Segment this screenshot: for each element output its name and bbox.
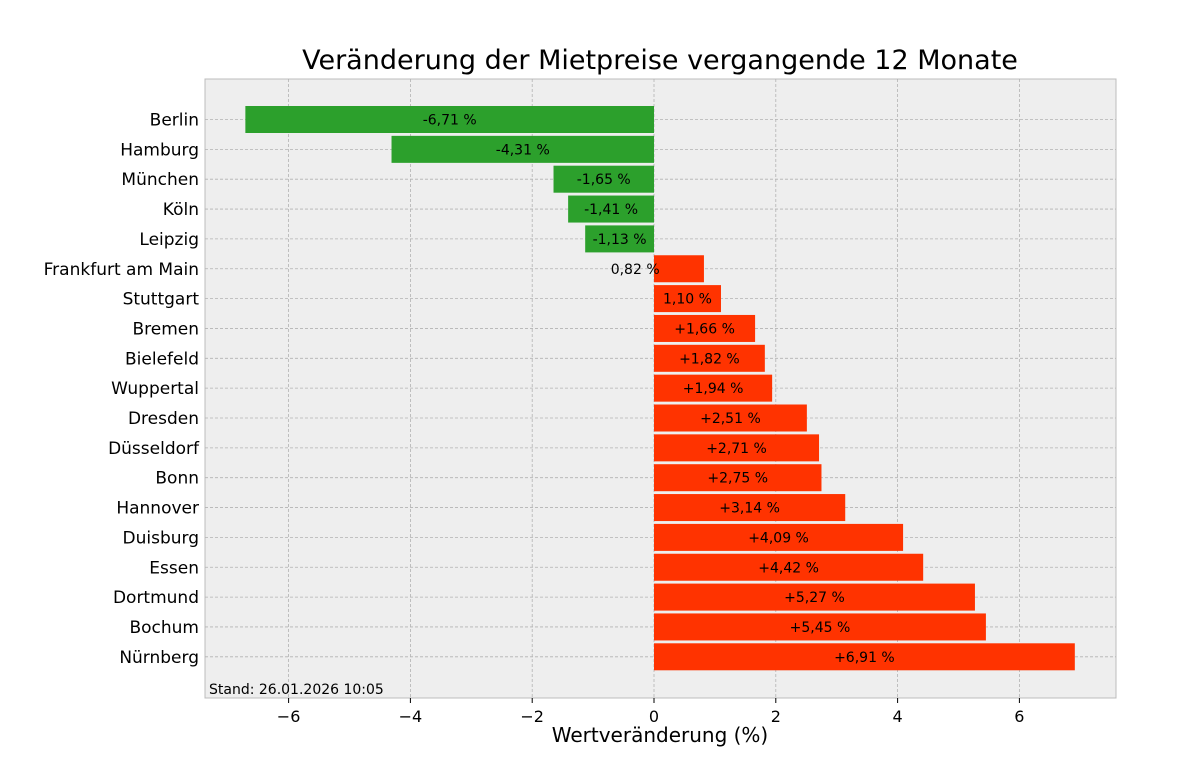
data-label-5: 0,82 % <box>611 262 660 278</box>
y-tick-label-5: Frankfurt am Main <box>44 260 199 280</box>
chart-title: Veränderung der Mietpreise vergangende 1… <box>302 45 1018 76</box>
data-label-17: +5,45 % <box>790 620 851 636</box>
bar-5 <box>654 255 704 283</box>
y-tick-label-11: Düsseldorf <box>108 439 200 459</box>
data-labels: -6,71 % -4,31 % -1,65 % -1,41 % -1,13 % 0,82 … <box>423 113 895 666</box>
data-label-9: +1,94 % <box>683 381 744 397</box>
y-tick-label-6: Stuttgart <box>123 290 200 310</box>
bar-13 <box>654 494 846 522</box>
data-label-2: -1,65 % <box>577 172 631 188</box>
bar-14 <box>654 523 904 551</box>
bar-16 <box>654 583 975 611</box>
y-tick-label-4: Leipzig <box>139 230 199 250</box>
bar-1 <box>391 135 654 163</box>
x-tick-label-3: 0 <box>649 707 659 726</box>
data-label-3: -1,41 % <box>584 202 638 218</box>
data-label-10: +2,51 % <box>700 411 761 427</box>
data-label-12: +2,75 % <box>707 471 768 487</box>
bar-6 <box>654 285 721 313</box>
bar-15 <box>654 553 924 581</box>
y-tick-label-9: Wuppertal <box>111 379 199 399</box>
data-label-4: -1,13 % <box>593 232 647 248</box>
bar-0 <box>245 106 654 133</box>
bar-2 <box>553 165 654 193</box>
x-tick-label-0: −6 <box>277 707 301 726</box>
bar-8 <box>654 344 765 372</box>
y-tick-label-12: Bonn <box>155 469 199 489</box>
y-axis-labels: Berlin Hamburg München Köln Leipzig Frankfurt… <box>44 111 200 668</box>
data-label-13: +3,14 % <box>719 501 780 517</box>
timestamp-annotation: Stand: 26.01.2026 10:05 <box>209 682 384 698</box>
y-tick-label-15: Essen <box>149 558 199 578</box>
bar-4 <box>585 225 654 253</box>
y-tick-label-16: Dortmund <box>113 588 199 608</box>
y-tick-label-8: Bielefeld <box>125 349 199 369</box>
bar-9 <box>654 374 773 402</box>
data-label-1: -4,31 % <box>496 142 550 158</box>
y-tick-label-0: Berlin <box>150 111 199 131</box>
y-tick-label-14: Duisburg <box>123 528 200 548</box>
data-label-6: 1,10 % <box>663 292 712 308</box>
x-axis-label: Wertveränderung (%) <box>552 723 769 747</box>
y-tick-label-10: Dresden <box>128 409 199 429</box>
data-label-16: +5,27 % <box>784 590 845 606</box>
bar-17 <box>654 613 986 641</box>
y-tick-label-2: München <box>121 170 199 190</box>
data-label-7: +1,66 % <box>674 321 735 337</box>
data-label-14: +4,09 % <box>748 530 809 546</box>
y-tick-label-1: Hamburg <box>120 140 199 160</box>
data-label-0: -6,71 % <box>423 113 477 129</box>
bar-11 <box>654 434 820 462</box>
data-label-18: +6,91 % <box>834 650 895 666</box>
bar-12 <box>654 464 822 492</box>
bar-18 <box>654 643 1075 671</box>
y-tick-label-7: Bremen <box>132 319 199 339</box>
x-axis-ticks: −6 −4 −2 0 2 4 6 <box>277 698 1024 726</box>
x-tick-label-5: 4 <box>893 707 903 726</box>
x-tick-label-6: 6 <box>1014 707 1024 726</box>
x-tick-label-2: −2 <box>520 707 544 726</box>
x-tick-label-4: 2 <box>771 707 781 726</box>
bar-3 <box>568 195 654 223</box>
y-tick-label-17: Bochum <box>129 618 199 638</box>
y-tick-label-3: Köln <box>163 200 199 220</box>
bar-7 <box>654 314 756 342</box>
bars <box>245 106 1075 671</box>
x-tick-label-1: −4 <box>399 707 423 726</box>
y-tick-label-13: Hannover <box>116 499 199 519</box>
y-tick-label-18: Nürnberg <box>119 648 199 668</box>
data-label-11: +2,71 % <box>706 441 767 457</box>
bar-10 <box>654 404 807 432</box>
data-label-15: +4,42 % <box>758 560 819 576</box>
data-label-8: +1,82 % <box>679 351 740 367</box>
